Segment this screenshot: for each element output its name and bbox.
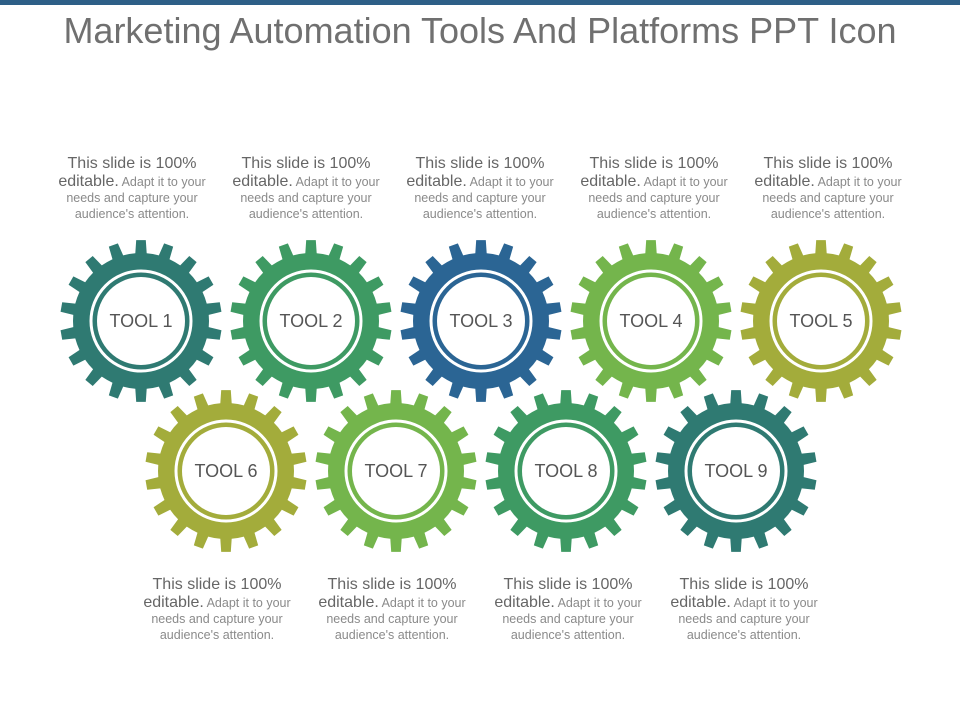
tool-label: TOOL 7 bbox=[364, 460, 428, 481]
top-accent-bar bbox=[0, 0, 960, 5]
tool-gear-4: TOOL 4 bbox=[567, 237, 735, 405]
caption-9: This slide is 100% editable. Adapt it to … bbox=[659, 575, 829, 643]
caption-heading-2: editable. bbox=[580, 173, 641, 190]
tool-label: TOOL 3 bbox=[449, 310, 513, 331]
gear-icon bbox=[400, 240, 562, 402]
caption-heading: This slide is 100% bbox=[327, 576, 457, 593]
gear-ring bbox=[89, 269, 193, 373]
caption-body: Adapt it to your needs and capture your … bbox=[502, 596, 642, 642]
caption-body: Adapt it to your needs and capture your … bbox=[762, 175, 902, 221]
caption-heading-2: editable. bbox=[143, 594, 204, 611]
tool-gear-3: TOOL 3 bbox=[397, 237, 565, 405]
gear-hub bbox=[522, 427, 610, 515]
caption-heading: This slide is 100% bbox=[415, 155, 545, 172]
gear-ring bbox=[769, 269, 873, 373]
gear-ring bbox=[514, 419, 618, 523]
caption-body: Adapt it to your needs and capture your … bbox=[414, 175, 554, 221]
caption-7: This slide is 100% editable. Adapt it to … bbox=[307, 575, 477, 643]
tool-label: TOOL 8 bbox=[534, 460, 598, 481]
tool-label: TOOL 5 bbox=[789, 310, 853, 331]
gear-hub bbox=[97, 277, 185, 365]
caption-heading: This slide is 100% bbox=[679, 576, 809, 593]
gear-hub bbox=[267, 277, 355, 365]
gear-ring bbox=[344, 419, 448, 523]
gear-ring bbox=[599, 269, 703, 373]
gear-hub bbox=[692, 427, 780, 515]
caption-heading-2: editable. bbox=[406, 173, 467, 190]
tool-label: TOOL 9 bbox=[704, 460, 768, 481]
gear-ring bbox=[259, 269, 363, 373]
caption-heading: This slide is 100% bbox=[152, 576, 282, 593]
caption-body: Adapt it to your needs and capture your … bbox=[678, 596, 818, 642]
gear-hub bbox=[437, 277, 525, 365]
caption-8: This slide is 100% editable. Adapt it to … bbox=[483, 575, 653, 643]
tool-label: TOOL 4 bbox=[619, 310, 683, 331]
gear-ring bbox=[429, 269, 533, 373]
caption-1: This slide is 100% editable. Adapt it to … bbox=[47, 154, 217, 222]
gear-icon bbox=[230, 240, 392, 402]
tool-gear-7: TOOL 7 bbox=[312, 387, 480, 555]
caption-heading: This slide is 100% bbox=[503, 576, 633, 593]
caption-6: This slide is 100% editable. Adapt it to … bbox=[132, 575, 302, 643]
caption-heading: This slide is 100% bbox=[241, 155, 371, 172]
gear-hub bbox=[607, 277, 695, 365]
tool-gear-2: TOOL 2 bbox=[227, 237, 395, 405]
tool-gear-5: TOOL 5 bbox=[737, 237, 905, 405]
caption-body: Adapt it to your needs and capture your … bbox=[326, 596, 466, 642]
caption-heading-2: editable. bbox=[670, 594, 731, 611]
gear-icon bbox=[145, 390, 307, 552]
tool-label: TOOL 1 bbox=[109, 310, 173, 331]
tool-gear-1: TOOL 1 bbox=[57, 237, 225, 405]
gear-ring bbox=[684, 419, 788, 523]
tool-label: TOOL 6 bbox=[194, 460, 258, 481]
caption-2: This slide is 100% editable. Adapt it to … bbox=[221, 154, 391, 222]
gear-hub bbox=[182, 427, 270, 515]
gear-icon bbox=[740, 240, 902, 402]
caption-heading: This slide is 100% bbox=[67, 155, 197, 172]
slide-title: Marketing Automation Tools And Platforms… bbox=[63, 10, 897, 51]
caption-heading-2: editable. bbox=[494, 594, 555, 611]
caption-body: Adapt it to your needs and capture your … bbox=[588, 175, 728, 221]
gear-icon bbox=[655, 390, 817, 552]
caption-3: This slide is 100% editable. Adapt it to … bbox=[395, 154, 565, 222]
caption-body: Adapt it to your needs and capture your … bbox=[151, 596, 291, 642]
caption-heading: This slide is 100% bbox=[589, 155, 719, 172]
tool-gear-9: TOOL 9 bbox=[652, 387, 820, 555]
caption-heading-2: editable. bbox=[754, 173, 815, 190]
tool-gear-8: TOOL 8 bbox=[482, 387, 650, 555]
caption-body: Adapt it to your needs and capture your … bbox=[240, 175, 380, 221]
gear-icon bbox=[570, 240, 732, 402]
caption-body: Adapt it to your needs and capture your … bbox=[66, 175, 206, 221]
tool-label: TOOL 2 bbox=[279, 310, 343, 331]
gear-hub bbox=[777, 277, 865, 365]
caption-heading-2: editable. bbox=[232, 173, 293, 190]
tool-gear-6: TOOL 6 bbox=[142, 387, 310, 555]
gear-hub bbox=[352, 427, 440, 515]
gear-ring bbox=[174, 419, 278, 523]
caption-5: This slide is 100% editable. Adapt it to … bbox=[743, 154, 913, 222]
caption-heading-2: editable. bbox=[318, 594, 379, 611]
caption-4: This slide is 100% editable. Adapt it to … bbox=[569, 154, 739, 222]
caption-heading: This slide is 100% bbox=[763, 155, 893, 172]
gear-icon bbox=[60, 240, 222, 402]
gear-icon bbox=[315, 390, 477, 552]
gear-icon bbox=[485, 390, 647, 552]
caption-heading-2: editable. bbox=[58, 173, 119, 190]
